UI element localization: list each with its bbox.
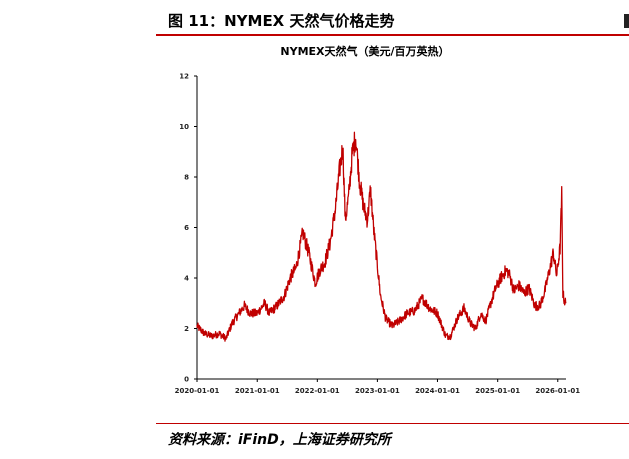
x-tick-label: 2022-01-01 [295, 387, 340, 395]
y-axis-ticks: 0 2 4 6 8 10 12 [179, 73, 197, 384]
heading-divider [156, 34, 616, 36]
adjacent-figure-fragment [624, 14, 629, 28]
x-tick-label: 2025-01-01 [475, 387, 520, 395]
y-tick-label: 10 [179, 123, 189, 131]
y-tick-label: 4 [184, 275, 189, 283]
y-tick-label: 6 [184, 224, 189, 232]
x-tick-label: 2026-01-01 [535, 387, 580, 395]
adjacent-footer-divider [616, 423, 629, 424]
x-axis-ticks: 2020-01-01 2021-01-01 2022-01-01 2023-01-01… [175, 379, 580, 395]
x-tick-label: 2023-01-01 [355, 387, 400, 395]
series-layer [196, 131, 567, 342]
x-tick-label: 2024-01-01 [415, 387, 460, 395]
chart-title: NYMEX天然气（美元/百万英热） [280, 44, 449, 58]
y-tick-label: 0 [184, 376, 189, 384]
series-line-nymex-gas [196, 131, 567, 342]
y-tick-label: 2 [184, 325, 189, 333]
y-tick-label: 8 [184, 174, 189, 182]
x-tick-label: 2020-01-01 [175, 387, 220, 395]
chart-axes [196, 76, 566, 380]
figure-heading: 图 11：NYMEX 天然气价格走势 [168, 12, 395, 30]
y-tick-label: 12 [179, 73, 189, 81]
adjacent-divider [616, 34, 629, 36]
x-tick-label: 2021-01-01 [235, 387, 280, 395]
source-note: 资料来源：iFinD，上海证券研究所 [168, 432, 391, 448]
footer-divider [156, 423, 616, 424]
